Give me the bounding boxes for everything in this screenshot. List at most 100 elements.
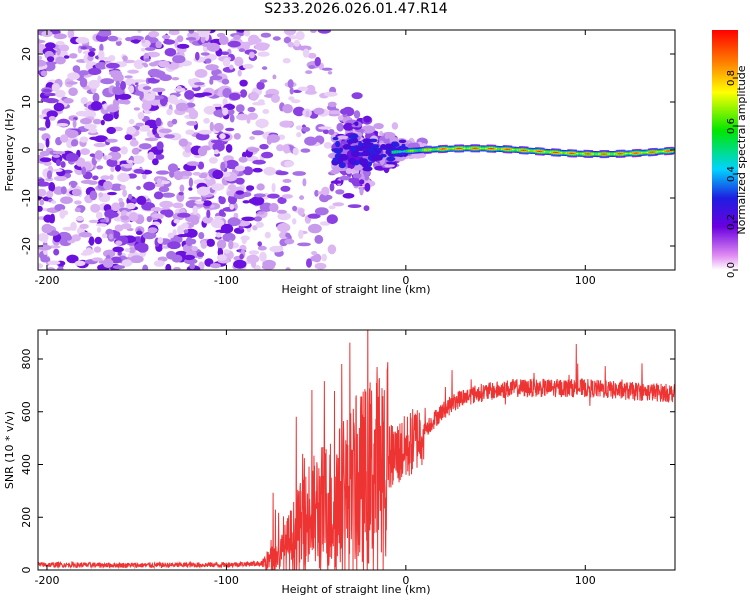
spectrogram-blob (271, 94, 280, 103)
spectrogram-blob (74, 207, 81, 213)
spectrogram-blob (156, 170, 170, 175)
spectrogram-blob (200, 52, 210, 56)
spectrogram-blob (132, 79, 146, 83)
spectrogram-blob (43, 249, 48, 255)
spectrogram-blob (363, 205, 370, 212)
spectrogram-blob (78, 70, 89, 76)
spectrogram-blob (161, 192, 175, 198)
spectrogram-blob-core (337, 156, 343, 162)
carrier-segment (617, 153, 620, 155)
y-tick-label: 0 (20, 567, 33, 574)
carrier-segment (524, 149, 527, 151)
spectrogram-blob-core (362, 166, 373, 172)
spectrogram-blob (53, 33, 67, 40)
spectrogram-blob (119, 184, 126, 190)
spectrogram-blob (238, 156, 248, 163)
spectrogram-blob (310, 30, 317, 33)
spectrogram-blob (176, 43, 190, 49)
spectrogram-blob (242, 63, 254, 69)
spectrogram-blob (112, 102, 119, 112)
spectrogram-blob-core (369, 148, 375, 156)
carrier-segment (500, 148, 504, 150)
spectrogram-blob (115, 80, 120, 88)
spectrogram-blob (222, 57, 231, 67)
spectrogram-blob (225, 159, 239, 170)
spectrogram-blob (157, 237, 164, 244)
spectrogram-blob (88, 236, 95, 246)
spectrogram-blob (128, 85, 135, 94)
spectrogram-blob (91, 257, 103, 262)
spectrogram-blob (261, 263, 275, 270)
y-tick-label: 800 (20, 349, 33, 370)
spectrogram-blob (302, 48, 310, 58)
spectrogram-blob (99, 43, 104, 53)
spectrogram-blob (261, 151, 274, 159)
spectrogram-blob (64, 234, 72, 241)
carrier-segment (669, 150, 672, 152)
spectrogram-blob (94, 236, 103, 245)
spectrogram-blob (260, 32, 272, 38)
spectrogram-blob (48, 245, 61, 249)
spectrogram-blob (100, 119, 105, 126)
spectrogram-blob (327, 244, 337, 255)
spectrogram-blob (293, 39, 301, 47)
spectrogram-blob (302, 178, 307, 187)
spectrogram-blob (342, 193, 355, 199)
colorbar-gradient (712, 30, 738, 270)
spectrogram-blob (79, 77, 88, 88)
spectrogram-blob-core (364, 145, 371, 149)
carrier-segment (422, 149, 425, 151)
spectrogram-blob (332, 202, 345, 207)
carrier-segment (393, 151, 396, 153)
spectrogram-blob (223, 249, 230, 254)
spectrogram-blob (271, 182, 276, 193)
spectrogram-blob (136, 230, 143, 235)
carrier-segment (404, 150, 407, 152)
spectrogram-blob (384, 164, 395, 168)
spectrogram-blob (113, 111, 119, 120)
spectrogram-blob (38, 55, 43, 61)
carrier-segment (502, 148, 506, 150)
y-tick-label: 600 (20, 401, 33, 422)
spectrogram-blob (187, 218, 195, 223)
spectrogram-blob (319, 193, 330, 203)
spectrogram-blob (135, 122, 145, 127)
spectrogram-blob (139, 143, 152, 150)
spectrogram-blob (118, 197, 123, 203)
spectrogram-blob (94, 150, 104, 160)
spectrogram-blob-core (361, 162, 369, 168)
spectrogram-blob (43, 214, 53, 223)
spectrogram-blob (134, 91, 144, 96)
spectrogram-blob (38, 142, 45, 151)
carrier-segment (504, 148, 507, 150)
spectrogram-blob (79, 206, 85, 213)
spectrogram-blob (292, 218, 297, 225)
spectrogram-blob (136, 195, 147, 205)
spectrogram-blob-core (332, 157, 340, 163)
carrier-segment (529, 150, 533, 152)
spectrogram-blob (330, 180, 342, 184)
colorbar-ticks: 0.0 0.2 0.4 0.6 0.8 (726, 70, 738, 278)
spectrogram-blob (292, 147, 299, 156)
carrier-segment (572, 152, 576, 155)
spectrogram-blob (284, 30, 296, 36)
spectrogram-blob (45, 61, 57, 65)
spectrogram-blob (275, 171, 289, 176)
spectrogram-blob (300, 148, 311, 153)
carrier-segment (633, 152, 637, 154)
spectrogram-blob (337, 135, 349, 140)
spectrogram-blob (188, 30, 195, 34)
spectrogram-blob (126, 159, 134, 164)
spectrogram-blob (131, 155, 145, 165)
x-tick-label: 0 (402, 274, 409, 287)
spectrogram-blob (222, 107, 229, 116)
spectrogram-blob (107, 35, 119, 42)
carrier-segment (452, 148, 455, 150)
spectrogram-blob (38, 127, 47, 131)
spectrogram-blob (228, 239, 234, 250)
spectrogram-blob (234, 165, 246, 172)
spectrogram-blob (167, 232, 175, 239)
spectrogram-blob (352, 173, 362, 179)
snr-x-ticks: -200 -100 0 100 (34, 330, 596, 587)
spectrogram-blob (80, 118, 92, 125)
